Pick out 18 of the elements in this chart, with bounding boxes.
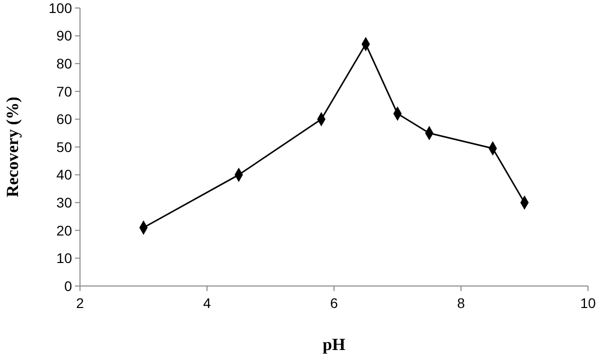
y-tick-label: 10 [56,250,72,266]
x-tick-label: 4 [203,295,212,311]
y-tick-label: 80 [56,56,72,72]
y-tick-label: 20 [56,222,72,238]
y-tick-label: 60 [56,111,72,128]
y-tick-label: 30 [56,194,72,210]
y-tick-label: 70 [56,83,72,100]
y-tick-label: 50 [56,138,72,155]
y-tick-label: 100 [48,0,72,16]
y-tick-label: 0 [64,278,72,294]
y-tick-label: 90 [56,28,72,44]
x-tick-label: 8 [457,295,466,311]
y-tick-label: 40 [56,166,72,183]
x-tick-label: 2 [76,295,84,311]
x-tick-label: 10 [580,295,596,311]
x-tick-label: 6 [330,295,338,311]
y-axis-title: Recovery (%) [3,96,22,198]
x-axis-title: pH [322,335,346,354]
